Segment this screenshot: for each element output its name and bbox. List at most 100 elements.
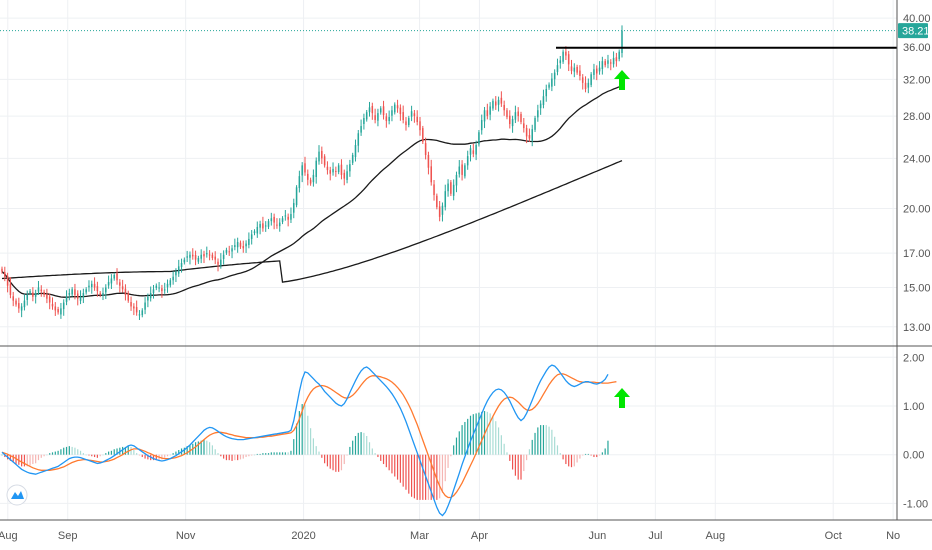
histogram-bar <box>450 454 452 457</box>
candle-body <box>107 282 110 286</box>
histogram-bar <box>354 435 357 455</box>
candle <box>211 252 214 261</box>
histogram-bar <box>237 454 239 461</box>
candle <box>461 160 463 181</box>
candle-body <box>444 191 447 208</box>
candle-body <box>206 253 208 255</box>
candle <box>264 221 267 232</box>
candle-body <box>402 112 404 121</box>
histogram-bar <box>12 454 14 463</box>
candle-body <box>48 296 51 303</box>
candle <box>183 257 186 265</box>
histogram-bar <box>408 454 410 494</box>
candle <box>20 303 23 318</box>
candle-body <box>20 306 23 311</box>
arrow-up-shape <box>614 388 630 408</box>
candle <box>169 278 172 288</box>
candle-body <box>278 222 281 227</box>
tradingview-logo-icon[interactable] <box>6 484 28 506</box>
candle <box>298 170 301 193</box>
histogram-bar <box>598 454 601 456</box>
candle <box>43 289 45 298</box>
price-scale[interactable]: 40.00 36.00 32.00 28.00 24.00 20.00 17.00 15.00… <box>896 0 931 520</box>
histogram-bar <box>206 440 208 455</box>
histogram-bar <box>234 454 236 461</box>
histogram-bar <box>57 450 59 455</box>
candle <box>23 294 26 311</box>
histogram-bar <box>405 454 407 490</box>
histogram-bar <box>579 454 581 459</box>
candle <box>130 296 132 311</box>
histogram-bar <box>590 454 592 456</box>
candle-body <box>332 168 334 173</box>
candle-body <box>433 184 435 196</box>
histogram-bar <box>475 413 477 455</box>
histogram-bar <box>481 411 483 455</box>
candle-body <box>514 112 517 120</box>
histogram-bar <box>382 454 385 465</box>
candle <box>458 160 461 178</box>
candle-body <box>177 266 180 274</box>
histogram-bar <box>9 454 12 461</box>
candle <box>478 130 480 147</box>
candle-body <box>537 110 539 118</box>
candle <box>559 55 562 69</box>
candle-body <box>248 238 250 245</box>
histogram-bar <box>256 453 258 455</box>
histogram-bar <box>360 432 362 455</box>
histogram-bar <box>385 454 387 468</box>
candle <box>88 280 90 292</box>
candle <box>497 96 500 112</box>
candle <box>121 279 124 293</box>
candlestick-series <box>1 25 623 321</box>
candle-body <box>259 224 261 228</box>
candle-body <box>466 156 469 166</box>
histogram-bar <box>231 454 233 461</box>
histogram-bar <box>394 454 396 477</box>
candle <box>444 184 447 211</box>
candle <box>220 253 222 269</box>
time-axis[interactable]: Aug Sep Nov 2020 Mar Apr Jun Jul Aug Oct No <box>0 519 932 542</box>
candle <box>335 166 337 177</box>
macd-pane[interactable] <box>0 356 897 517</box>
candle-body <box>340 164 343 175</box>
price-tick-label: 13.00 <box>903 322 931 334</box>
histogram-bar <box>559 453 561 455</box>
candle-body <box>281 218 284 222</box>
candle-body <box>183 259 186 263</box>
candle <box>161 284 163 298</box>
candle-body <box>517 111 519 117</box>
candle <box>141 308 144 318</box>
histogram-bar <box>51 452 54 455</box>
candle <box>447 179 449 197</box>
candle <box>152 284 155 299</box>
candle-body <box>155 285 158 288</box>
candle-body <box>65 296 68 302</box>
candle <box>144 297 146 315</box>
histogram-bar <box>259 453 261 455</box>
histogram-bar <box>133 450 135 455</box>
candle <box>500 91 503 107</box>
histogram-bar <box>391 454 393 474</box>
histogram-bar <box>77 449 79 455</box>
candle-body <box>486 110 489 117</box>
histogram-bar <box>486 411 488 455</box>
histogram-bar <box>251 454 253 456</box>
candle <box>618 49 620 62</box>
histogram-bar <box>568 454 570 467</box>
candle-body <box>250 234 253 239</box>
histogram-bar <box>441 454 444 493</box>
candle-body <box>475 145 477 155</box>
candle <box>374 108 376 124</box>
candle <box>273 213 275 230</box>
candle <box>548 82 550 90</box>
histogram-bar <box>164 454 166 458</box>
candle <box>551 73 553 92</box>
histogram-bar <box>267 453 270 455</box>
candle-body <box>581 77 584 83</box>
candle <box>396 99 399 113</box>
histogram-bar <box>49 453 51 455</box>
candle-body <box>133 306 135 309</box>
